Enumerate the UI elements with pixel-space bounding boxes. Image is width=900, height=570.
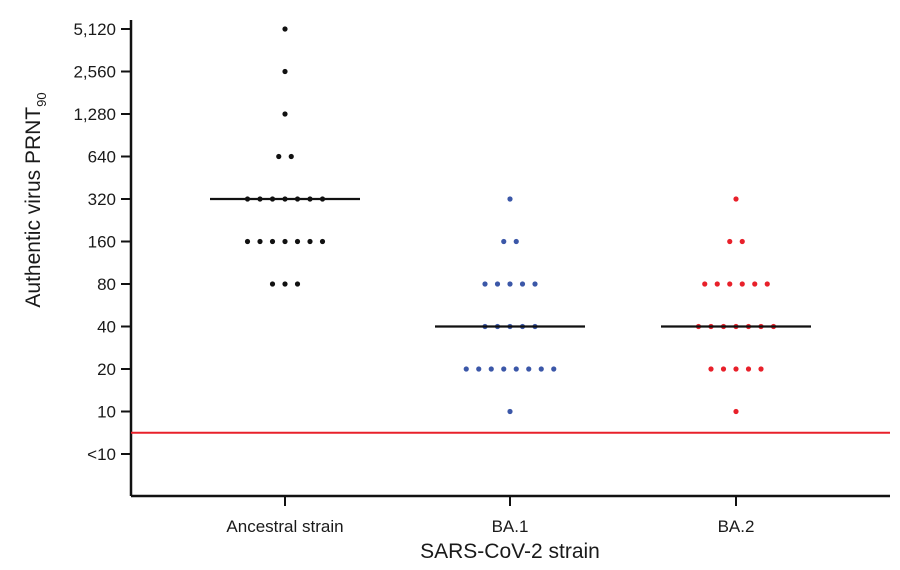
data-point	[501, 366, 507, 372]
y-axis-title: Authentic virus PRNT90	[22, 92, 49, 307]
data-point	[307, 238, 313, 245]
y-axis: <10 10 20 40 80 160 320 640 1,280 2,560 5,120	[73, 20, 133, 496]
y-tick-label: <10	[87, 445, 116, 464]
y-tick-label: 320	[88, 190, 116, 209]
y-tick-label: 1,280	[73, 105, 116, 124]
data-point	[538, 366, 544, 372]
y-axis-title-main: Authentic virus PRNT	[22, 107, 45, 308]
data-point	[482, 281, 488, 287]
data-point	[739, 238, 745, 245]
median-lines	[210, 197, 811, 328]
y-tick-label: 80	[97, 275, 116, 294]
data-point	[257, 238, 263, 245]
data-point	[532, 281, 538, 287]
data-point	[708, 366, 714, 372]
data-point	[507, 281, 513, 287]
data-point	[733, 408, 739, 415]
y-axis-title-subscript: 90	[34, 92, 49, 106]
data-point	[269, 238, 276, 245]
data-point	[526, 366, 532, 372]
data-point	[720, 366, 727, 372]
y-tick-label: 5,120	[73, 20, 116, 39]
y-tick-label: 40	[97, 318, 116, 337]
data-point	[463, 366, 469, 372]
x-tick-label: Ancestral strain	[226, 517, 343, 536]
x-axis: Ancestral strain BA.1 BA.2	[131, 494, 890, 536]
data-point	[282, 281, 288, 287]
data-point	[476, 366, 482, 372]
data-point	[282, 238, 288, 245]
data-point	[269, 281, 276, 287]
data-point	[294, 238, 301, 245]
data-point	[752, 281, 758, 287]
data-point	[507, 196, 513, 202]
data-point	[727, 281, 733, 287]
data-point	[276, 153, 282, 160]
data-point	[501, 238, 507, 245]
data-point	[551, 366, 557, 372]
data-point	[282, 26, 288, 32]
x-tick-label: BA.1	[492, 517, 529, 536]
data-point	[244, 238, 251, 245]
data-point	[739, 281, 745, 287]
y-tick-label: 10	[97, 403, 116, 422]
data-point	[294, 281, 301, 287]
data-point	[727, 238, 733, 245]
data-point	[733, 366, 739, 372]
data-point	[513, 366, 519, 372]
data-point	[702, 281, 708, 287]
data-point	[507, 408, 513, 415]
data-points	[244, 26, 777, 415]
data-point	[288, 153, 294, 160]
data-point	[319, 238, 326, 245]
data-point	[513, 238, 519, 245]
data-point	[488, 366, 494, 372]
y-tick-label: 20	[97, 360, 116, 379]
data-point	[282, 68, 288, 75]
data-point	[519, 281, 526, 287]
data-point	[714, 281, 720, 287]
data-point	[745, 366, 752, 372]
x-axis-title: SARS-CoV-2 strain	[420, 540, 600, 563]
x-tick-label: BA.2	[718, 517, 755, 536]
y-tick-label: 2,560	[73, 63, 116, 82]
data-point	[494, 281, 501, 287]
data-point	[733, 196, 739, 202]
data-point	[282, 111, 288, 117]
y-tick-label: 160	[88, 233, 116, 252]
data-point	[764, 281, 770, 287]
y-tick-label: 640	[88, 148, 116, 167]
data-point	[758, 366, 764, 372]
